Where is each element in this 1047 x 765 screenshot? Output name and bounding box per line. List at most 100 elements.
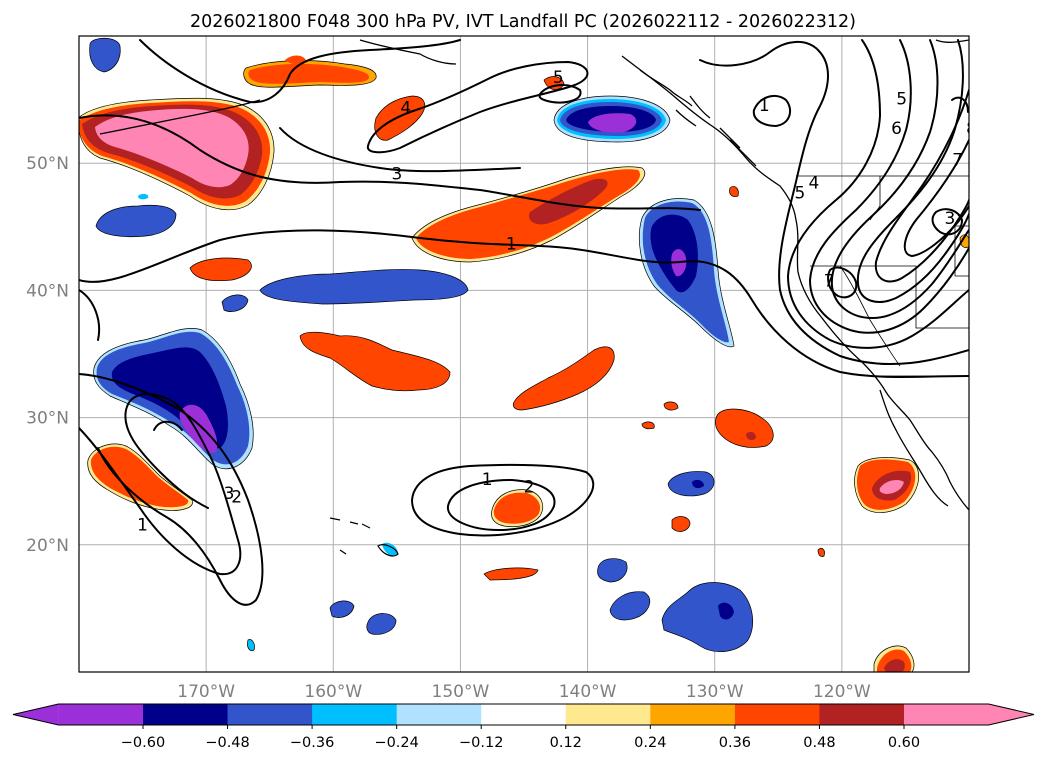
lon-tick-label: 150°W [432,682,490,702]
contour-label: 1 [137,516,148,536]
pv-neg-sub-1 [667,471,715,497]
pv-blob-west-small [189,257,252,282]
map-frame [78,35,970,673]
pv-neg-sub-2 [597,558,628,583]
ivt-contour-sw-2 [79,393,242,576]
coast-alaska-peninsula [359,39,457,65]
pv-blob-bottom-right-red [884,659,905,672]
border-state-2 [810,265,969,329]
island-chain [329,517,371,529]
pv-blob-aleutian-small [285,55,306,65]
ivt-contour-e-3 [787,39,969,349]
ivt-contour-2-north [139,39,461,104]
figure-title: 2026021800 F048 300 hPa PV, IVT Landfall… [190,12,856,32]
ivt-contour-e-1 [752,94,792,127]
contour-label: 5 [896,90,907,110]
pv-blob-baja-pink [879,480,904,494]
colorbar-tick-label: 0.48 [803,735,835,751]
contour-label: 3 [945,209,956,229]
contour-label: 1 [506,235,517,255]
colorbar-tick-label: 0.12 [550,735,582,751]
ivt-contour-hi-1 [411,463,595,537]
lon-tick-label: 170°W [177,682,235,702]
lon-tick-label: 160°W [304,682,362,702]
ivt-contours [79,39,969,606]
pv-blob-offshore [715,408,774,448]
pv-neg-sub-7 [247,639,255,651]
colorbar-segment [565,704,651,725]
colorbar-outline [12,703,1035,726]
lon-tick-label: 120°W [813,682,871,702]
border-state-3 [839,265,901,367]
coastlines [99,39,969,511]
pv-blob-tiny-2 [641,421,655,430]
island-small [339,549,347,555]
pv-blob-subtropical-inner [493,492,541,524]
contour-label: 4 [400,99,411,119]
ivt-contour-e-5 [830,39,969,319]
pv-neg-sub-4 [661,582,754,653]
pv-neg-central [259,269,469,305]
pv-blob-aleutian-inner [248,63,370,84]
colorbar-segment [904,704,990,725]
contour-label: 7 [952,151,963,171]
ivt-contour-e-4 [809,39,969,334]
lat-tick-label: 40°N [26,281,69,301]
contour-label: 5 [553,68,564,88]
pv-blob-tiny-4 [817,548,825,557]
pv-positive-anomalies [79,55,969,672]
pv-neg-dot [138,193,149,200]
pv-blob-south-strip [483,567,539,581]
ivt-contour-e-8 [903,139,969,257]
contour-label: 4 [808,174,819,194]
contour-label: 2 [231,488,242,508]
coast-far-north [935,39,969,43]
colorbar-tick-label: 0.60 [888,735,920,751]
contour-label: 5 [794,184,805,204]
pv-negative-anomalies [89,37,754,653]
colorbar-segment [819,704,905,725]
longitude-tick-labels: 170°W 160°W 150°W 140°W 130°W 120°W [177,682,871,702]
pv-neg-sub-3 [609,591,651,621]
pv-band-central-red [528,178,608,225]
contour-label: 7 [824,271,835,291]
pv-neg-goa-purple [588,113,637,133]
colorbar-segment [650,704,736,725]
colorbar-segment [734,704,820,725]
border-state-1 [869,176,881,221]
pv-blob-sw-inner [90,446,189,508]
colorbar-segment [312,704,398,725]
colorbar-tick-label: −0.36 [290,735,334,751]
colorbar-segment [481,704,567,725]
coast-aleutians [99,99,261,135]
contour-label: 3 [224,484,235,504]
colorbar: −0.60 −0.48 −0.36 −0.24 −0.12 0.12 0.24 0.36 0.4… [12,703,1035,751]
border-state-4 [954,225,969,277]
coast-north-america [621,55,969,511]
colorbar-extend-under [13,704,59,725]
ivt-contour-1-west [79,289,100,341]
latitude-tick-labels: 50°N 40°N 30°N 20°N [26,154,69,556]
pv-blob-tiny-5 [729,186,739,197]
ivt-contour-e-2 [699,41,969,366]
colorbar-tick-label: 0.36 [719,735,751,751]
colorbar-extend-over [988,704,1034,725]
pv-neg-sub-1-navy [692,479,704,489]
colorbar-tick-label: 0.24 [634,735,666,751]
pv-blob-central-diag [512,346,615,411]
colorbar-tick-label: −0.60 [121,735,165,751]
pv-neg-sub-4-navy [718,602,734,620]
island-hawaii [377,544,399,557]
ivt-contour-e-9 [827,266,858,299]
contour-label: 8 [966,119,977,139]
pv-neg-sub-8 [382,542,398,556]
coast-bc-islands [675,95,757,167]
ivt-contour-3 [79,114,701,211]
contour-label: 1 [482,470,493,490]
colorbar-segment [143,704,229,725]
lon-tick-label: 130°W [686,682,744,702]
coast-alaska-panhandle [639,69,693,107]
